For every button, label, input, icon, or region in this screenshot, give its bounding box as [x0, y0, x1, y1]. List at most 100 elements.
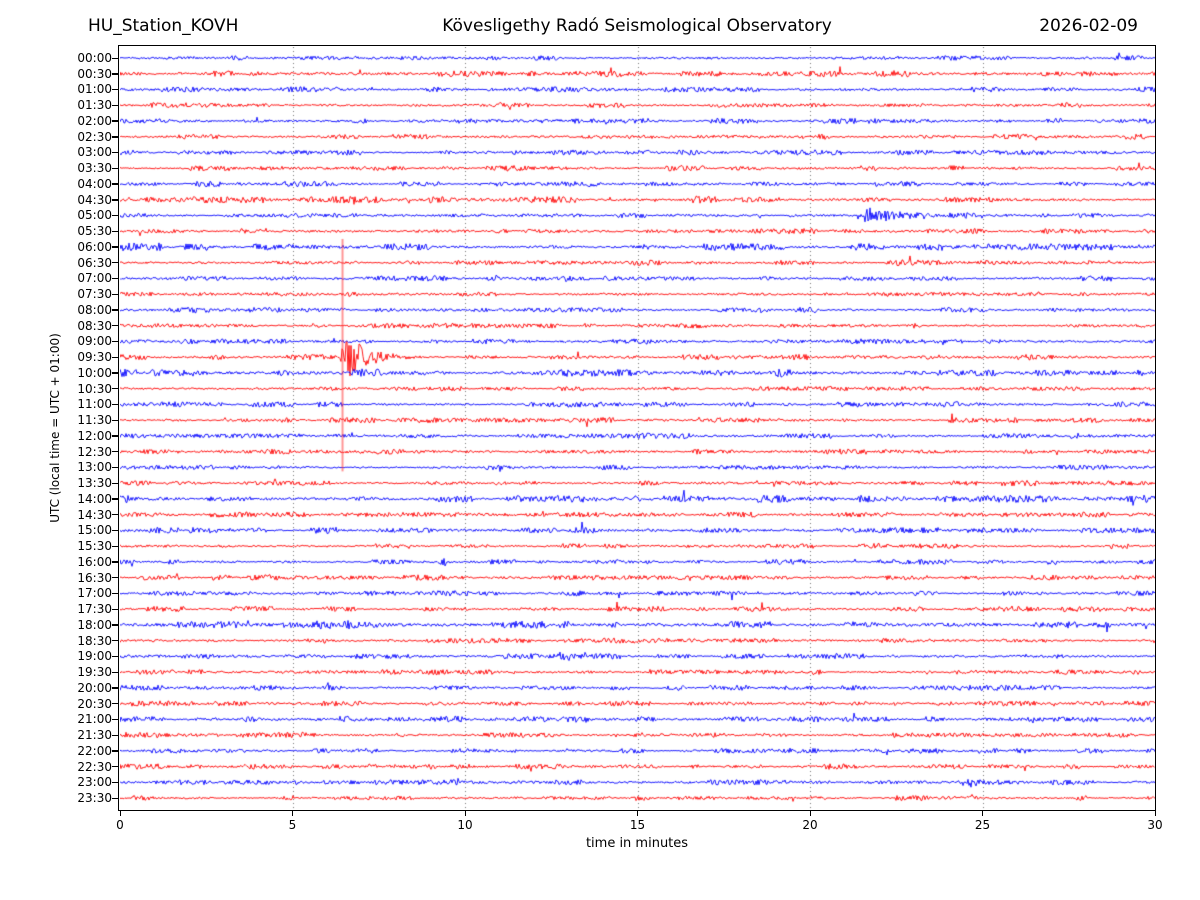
y-tick-label: 16:00 — [77, 554, 112, 569]
y-tick-mark — [112, 451, 118, 453]
y-tick-mark — [112, 482, 118, 484]
y-tick-mark — [112, 734, 118, 736]
y-tick-mark — [112, 498, 118, 500]
y-tick-label: 13:00 — [77, 460, 112, 475]
y-tick-mark — [112, 718, 118, 721]
y-tick-label: 18:30 — [77, 633, 112, 648]
x-tick-mark — [637, 810, 639, 816]
y-tick-mark — [112, 561, 118, 563]
x-tick-label: 25 — [974, 818, 991, 832]
y-tick-mark — [112, 703, 118, 705]
y-tick-mark — [112, 545, 118, 547]
y-tick-label: 05:30 — [77, 224, 112, 239]
y-tick-mark — [112, 214, 118, 217]
y-tick-mark — [112, 57, 118, 59]
y-tick-label: 01:00 — [77, 82, 112, 97]
y-tick-mark — [112, 750, 118, 752]
y-tick-mark — [112, 309, 118, 311]
y-tick-mark — [112, 356, 118, 358]
x-tick-mark — [292, 810, 294, 816]
y-tick-mark — [112, 466, 118, 469]
x-tick-mark — [1154, 810, 1156, 816]
y-tick-mark — [112, 277, 118, 280]
y-tick-mark — [112, 687, 118, 689]
y-tick-label: 22:00 — [77, 743, 112, 758]
y-tick-label: 20:30 — [77, 696, 112, 711]
y-tick-mark — [112, 577, 118, 579]
y-tick-mark — [112, 388, 118, 390]
y-tick-label: 18:00 — [77, 617, 112, 632]
y-tick-mark — [112, 325, 118, 327]
y-tick-label: 23:00 — [77, 775, 112, 790]
y-tick-label: 07:00 — [77, 271, 112, 286]
x-tick-mark — [982, 810, 984, 816]
y-tick-label: 12:00 — [77, 428, 112, 443]
station-title: HU_Station_KOVH — [88, 16, 239, 36]
y-tick-label: 21:30 — [77, 728, 112, 743]
y-tick-mark — [112, 514, 118, 516]
y-tick-mark — [112, 230, 118, 232]
y-tick-mark — [112, 766, 118, 768]
y-tick-label: 09:30 — [77, 350, 112, 365]
x-tick-label: 10 — [457, 818, 473, 832]
y-tick-mark — [112, 372, 118, 374]
y-tick-label: 02:30 — [77, 129, 112, 144]
y-tick-mark — [112, 199, 118, 201]
y-tick-mark — [112, 797, 118, 799]
y-tick-label: 20:00 — [77, 680, 112, 695]
x-tick-mark — [119, 810, 121, 816]
y-tick-label: 10:00 — [77, 365, 112, 380]
y-tick-mark — [112, 262, 118, 264]
y-tick-label: 14:00 — [77, 491, 112, 506]
y-tick-mark — [112, 435, 118, 437]
x-tick-label: 15 — [629, 818, 646, 832]
y-tick-mark — [112, 246, 118, 248]
y-tick-mark — [112, 183, 118, 185]
y-tick-label: 02:00 — [77, 113, 112, 128]
y-tick-mark — [112, 608, 118, 610]
y-tick-label: 03:30 — [77, 161, 112, 176]
observatory-title: Kövesligethy Radó Seismological Observat… — [442, 16, 832, 36]
y-tick-mark — [112, 136, 118, 138]
y-tick-mark — [112, 104, 118, 107]
y-tick-label: 07:30 — [77, 287, 112, 302]
y-tick-label: 04:30 — [77, 192, 112, 207]
y-tick-mark — [112, 419, 118, 421]
y-tick-label: 23:30 — [77, 791, 112, 805]
y-tick-label: 21:00 — [77, 712, 112, 727]
y-tick-mark — [112, 640, 118, 642]
y-tick-label: 12:30 — [77, 444, 112, 459]
y-tick-label: 08:00 — [77, 302, 112, 317]
y-tick-label: 06:30 — [77, 255, 112, 270]
y-tick-mark — [112, 403, 118, 406]
y-tick-label: 04:00 — [77, 176, 112, 191]
y-tick-label: 00:30 — [77, 66, 112, 81]
y-tick-label: 15:00 — [77, 523, 112, 538]
y-tick-mark — [112, 340, 118, 343]
y-tick-label: 17:00 — [77, 586, 112, 601]
y-tick-mark — [112, 120, 118, 122]
y-tick-label: 06:00 — [77, 239, 112, 254]
y-tick-mark — [112, 529, 118, 532]
y-tick-label: 03:00 — [77, 145, 112, 160]
y-tick-label: 08:30 — [77, 318, 112, 333]
x-tick-mark — [809, 810, 811, 816]
y-tick-label: 05:00 — [77, 208, 112, 223]
y-tick-label: 13:30 — [77, 476, 112, 491]
y-tick-label: 01:30 — [77, 98, 112, 113]
y-tick-mark — [112, 624, 118, 626]
y-tick-mark — [112, 592, 118, 595]
y-tick-mark — [112, 655, 118, 658]
x-tick-label: 20 — [802, 818, 818, 832]
y-tick-label: 00:00 — [77, 51, 112, 65]
x-tick-mark — [464, 810, 466, 816]
date-label: 2026-02-09 — [1039, 16, 1138, 36]
y-tick-label: 17:30 — [77, 602, 112, 617]
x-tick-label: 0 — [116, 818, 124, 832]
y-axis-label: UTC (local time = UTC + 01:00) — [48, 333, 62, 523]
y-tick-label: 10:30 — [77, 381, 112, 396]
x-axis-label: time in minutes — [585, 836, 689, 851]
y-tick-label: 11:30 — [77, 413, 112, 428]
y-tick-label: 16:30 — [77, 570, 112, 585]
